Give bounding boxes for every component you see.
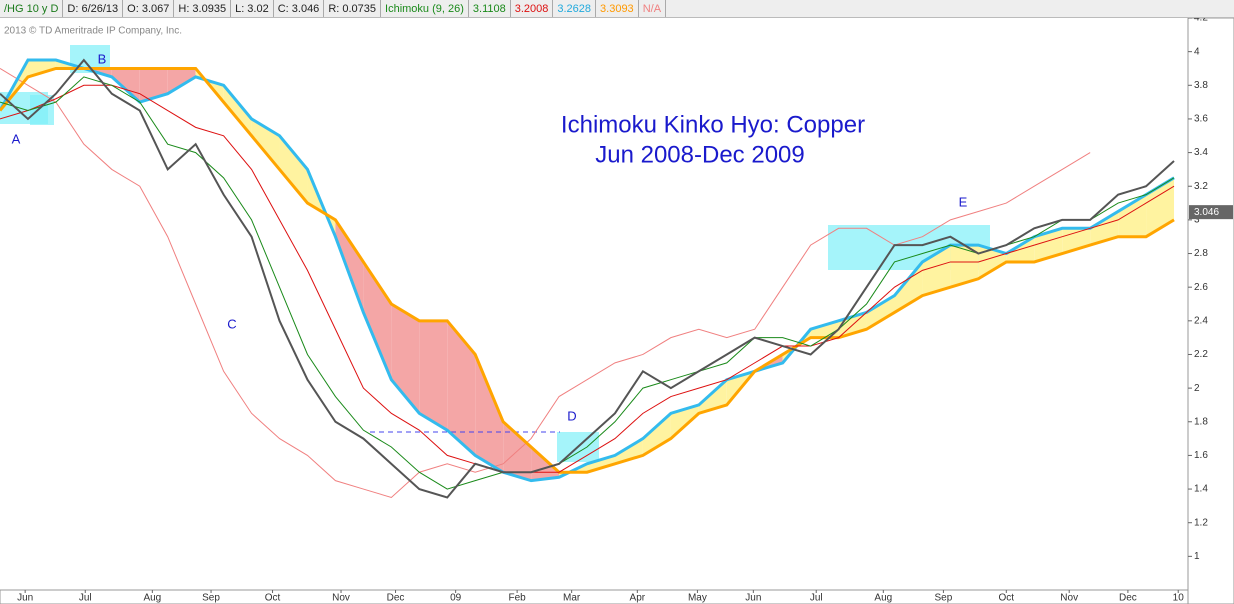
cloud-segment bbox=[670, 404, 699, 439]
x-tick-label: Aug bbox=[874, 593, 892, 604]
cloud-segment bbox=[223, 85, 252, 136]
last-price-box bbox=[1189, 205, 1233, 220]
last-price-label: 3.046 bbox=[1194, 207, 1219, 218]
toolbar: /HG 10 y D D: 6/26/13 O: 3.067 H: 3.0935 L: … bbox=[0, 0, 1234, 18]
y-tick-label: 3.8 bbox=[1194, 80, 1208, 91]
toolbar-item: R: 0.0735 bbox=[324, 0, 382, 17]
toolbar-item: L: 3.02 bbox=[231, 0, 274, 17]
x-tick-label: Jun bbox=[17, 593, 33, 604]
x-tick-label: Nov bbox=[332, 593, 350, 604]
x-tick-label: Sep bbox=[202, 593, 220, 604]
series-line bbox=[0, 84, 1175, 473]
y-tick-label: 1.6 bbox=[1194, 450, 1208, 461]
y-tick-label: 2.4 bbox=[1194, 315, 1208, 326]
annotation: B bbox=[98, 51, 107, 66]
y-axis-panel bbox=[1187, 17, 1234, 604]
series-line bbox=[0, 58, 1175, 483]
y-tick-label: 2.2 bbox=[1194, 349, 1208, 360]
x-tick-label: 10 bbox=[1173, 593, 1185, 604]
toolbar-item: O: 3.067 bbox=[123, 0, 175, 17]
cloud-segment bbox=[978, 245, 1007, 279]
toolbar-item: H: 3.0935 bbox=[174, 0, 232, 17]
cloud-segment bbox=[1118, 194, 1147, 237]
cloud-segment bbox=[167, 68, 196, 94]
cloud-segment bbox=[1146, 177, 1175, 237]
cloud-segment bbox=[447, 320, 476, 456]
x-tick-label: Nov bbox=[1060, 593, 1078, 604]
cloud-segment bbox=[475, 354, 504, 473]
y-tick-label: 1.8 bbox=[1194, 416, 1208, 427]
x-tick-label: Sep bbox=[935, 593, 953, 604]
toolbar-item: C: 3.046 bbox=[274, 0, 325, 17]
series-line bbox=[0, 58, 1175, 499]
series-line bbox=[0, 68, 1091, 499]
series-line bbox=[0, 66, 1175, 474]
y-tick-label: 2.6 bbox=[1194, 282, 1208, 293]
cloud-segment bbox=[27, 60, 56, 77]
toolbar-item: N/A bbox=[639, 0, 667, 17]
x-tick-label: Aug bbox=[143, 593, 161, 604]
y-tick-label: 4.2 bbox=[1194, 13, 1208, 24]
x-tick-label: Dec bbox=[387, 593, 405, 604]
toolbar-item: 3.3093 bbox=[596, 0, 639, 17]
cloud-segment bbox=[1034, 228, 1063, 262]
cloud-segment bbox=[642, 413, 671, 456]
x-tick-label: Oct bbox=[999, 593, 1015, 604]
cloud-segment bbox=[419, 320, 448, 431]
cloud-segment bbox=[1090, 211, 1119, 246]
x-tick-label: May bbox=[688, 593, 707, 604]
toolbar-item: /HG 10 y D bbox=[0, 0, 64, 17]
x-tick-label: Dec bbox=[1119, 593, 1137, 604]
y-tick-label: 2 bbox=[1194, 383, 1200, 394]
cloud-segment bbox=[922, 245, 951, 296]
chart-subtitle: Jun 2008-Dec 2009 bbox=[595, 141, 804, 168]
x-tick-label: Jun bbox=[745, 593, 761, 604]
cloud-segment bbox=[866, 295, 895, 330]
x-tick-label: Mar bbox=[563, 593, 581, 604]
toolbar-item: Ichimoku (9, 26) bbox=[381, 0, 469, 17]
x-tick-label: Apr bbox=[630, 593, 646, 604]
y-tick-label: 3 bbox=[1194, 215, 1200, 226]
cloud-segment bbox=[950, 245, 979, 288]
series-line bbox=[0, 76, 1175, 490]
cloud-segment bbox=[363, 261, 392, 380]
cloud-segment bbox=[279, 135, 308, 204]
annotation: D bbox=[567, 408, 576, 423]
toolbar-item: 3.2628 bbox=[553, 0, 597, 17]
x-tick-label: Oct bbox=[265, 593, 281, 604]
toolbar-item: D: 6/26/13 bbox=[63, 0, 124, 17]
y-tick-label: 1.4 bbox=[1194, 484, 1208, 495]
y-tick-label: 1 bbox=[1194, 551, 1200, 562]
y-tick-label: 4 bbox=[1194, 46, 1200, 57]
copyright: 2013 © TD Ameritrade IP Company, Inc. bbox=[4, 26, 182, 37]
cloud-segment bbox=[614, 438, 643, 464]
cloud-segment bbox=[111, 68, 140, 103]
annotation: C bbox=[227, 316, 236, 331]
cloud-segment bbox=[587, 455, 615, 473]
x-axis-panel bbox=[0, 589, 1189, 604]
annotation: A bbox=[12, 131, 21, 146]
x-tick-label: Jul bbox=[810, 593, 823, 604]
cloud-segment bbox=[139, 68, 168, 103]
annotation: E bbox=[959, 194, 968, 209]
x-tick-label: Jul bbox=[79, 593, 92, 604]
y-tick-label: 3.4 bbox=[1194, 147, 1208, 158]
y-tick-label: 3.2 bbox=[1194, 181, 1208, 192]
x-tick-label: Feb bbox=[509, 593, 527, 604]
plot-area bbox=[0, 45, 1175, 499]
x-tick-label: 09 bbox=[450, 593, 462, 604]
chart-title: Ichimoku Kinko Hyo: Copper bbox=[561, 111, 865, 138]
cloud-segment bbox=[698, 379, 727, 414]
toolbar-item: 3.2008 bbox=[511, 0, 554, 17]
toolbar-item: 3.1108 bbox=[469, 0, 511, 17]
y-tick-label: 1.2 bbox=[1194, 517, 1208, 528]
y-tick-label: 2.8 bbox=[1194, 248, 1208, 259]
cloud-segment bbox=[251, 118, 280, 170]
y-tick-label: 3.6 bbox=[1194, 114, 1208, 125]
